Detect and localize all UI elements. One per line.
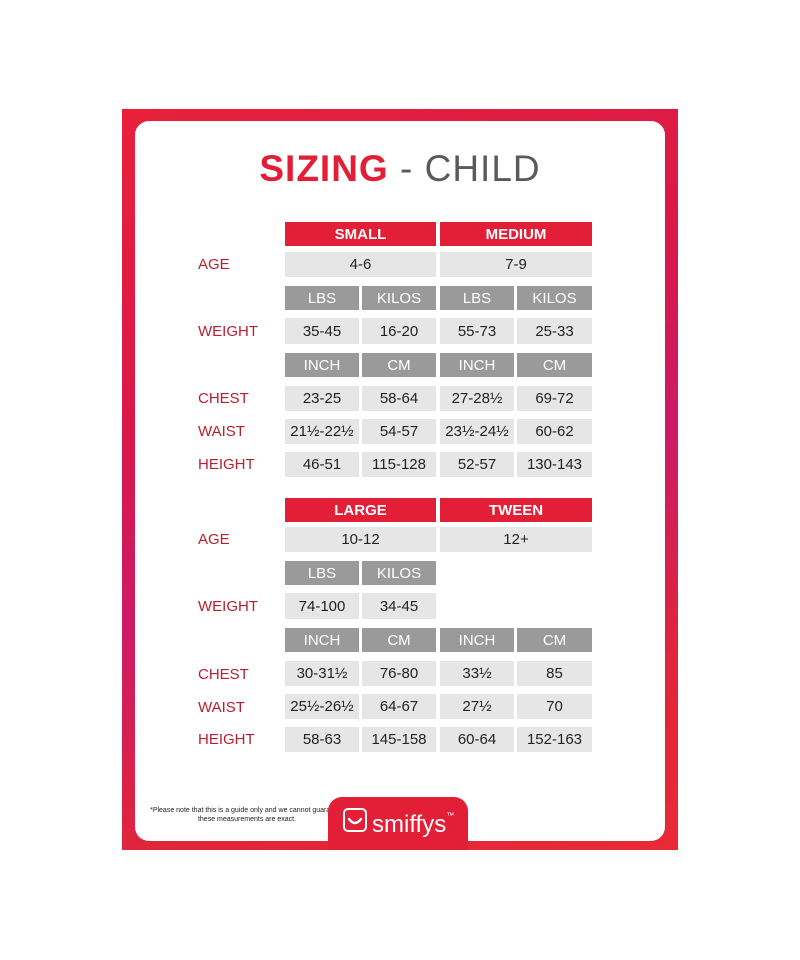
unit-header-inch: INCH (285, 628, 359, 652)
chest-cell: 23-25 (285, 386, 359, 411)
row-label-chest: CHEST (198, 666, 249, 683)
row-label-waist: WAIST (198, 699, 245, 716)
unit-header-inch: INCH (440, 628, 514, 652)
unit-header-inch: INCH (440, 353, 514, 377)
title-accent: SIZING (259, 148, 389, 189)
waist-cell: 27½ (440, 694, 514, 719)
weight-cell: 34-45 (362, 593, 436, 619)
height-cell: 60-64 (440, 727, 514, 752)
height-cell: 130-143 (517, 452, 592, 477)
chest-cell: 76-80 (362, 661, 436, 686)
unit-header-cm: CM (517, 628, 592, 652)
height-cell: 52-57 (440, 452, 514, 477)
title-rest: - CHILD (400, 148, 541, 189)
brand-logo-tab (328, 797, 468, 850)
smile-logo-icon (343, 808, 367, 832)
chest-cell: 30-31½ (285, 661, 359, 686)
chest-cell: 33½ (440, 661, 514, 686)
row-label-height: HEIGHT (198, 456, 255, 473)
weight-cell: 16-20 (362, 318, 436, 344)
size-header-tween: TWEEN (440, 498, 592, 522)
waist-cell: 25½-26½ (285, 694, 359, 719)
row-label-weight: WEIGHT (198, 323, 258, 340)
unit-header-lbs: LBS (285, 561, 359, 585)
chest-cell: 85 (517, 661, 592, 686)
chest-cell: 69-72 (517, 386, 592, 411)
height-cell: 115-128 (362, 452, 436, 477)
brand-logo-text: smiffys™ (372, 811, 454, 839)
waist-cell: 54-57 (362, 419, 436, 444)
chest-cell: 58-64 (362, 386, 436, 411)
unit-header-cm: CM (517, 353, 592, 377)
unit-header-kilos: KILOS (517, 286, 592, 310)
row-label-weight: WEIGHT (198, 598, 258, 615)
row-label-waist: WAIST (198, 423, 245, 440)
height-cell: 46-51 (285, 452, 359, 477)
height-cell: 58-63 (285, 727, 359, 752)
unit-header-kilos: KILOS (362, 286, 436, 310)
weight-cell: 74-100 (285, 593, 359, 619)
weight-cell: 25-33 (517, 318, 592, 344)
unit-header-lbs: LBS (285, 286, 359, 310)
row-label-chest: CHEST (198, 390, 249, 407)
unit-header-inch: INCH (285, 353, 359, 377)
page-title: SIZING - CHILD (135, 148, 665, 190)
height-cell: 145-158 (362, 727, 436, 752)
brand-name: smiffys (372, 811, 447, 838)
size-header-large: LARGE (285, 498, 436, 522)
unit-header-cm: CM (362, 353, 436, 377)
age-large: 10-12 (285, 527, 436, 552)
waist-cell: 70 (517, 694, 592, 719)
age-tween: 12+ (440, 527, 592, 552)
row-label-age: AGE (198, 256, 230, 273)
row-label-age: AGE (198, 531, 230, 548)
disclaimer-note: *Please note that this is a guide only a… (150, 807, 344, 823)
size-header-small: SMALL (285, 222, 436, 246)
height-cell: 152-163 (517, 727, 592, 752)
size-header-medium: MEDIUM (440, 222, 592, 246)
waist-cell: 60-62 (517, 419, 592, 444)
waist-cell: 21½-22½ (285, 419, 359, 444)
weight-cell: 35-45 (285, 318, 359, 344)
chest-cell: 27-28½ (440, 386, 514, 411)
waist-cell: 23½-24½ (440, 419, 514, 444)
unit-header-lbs: LBS (440, 286, 514, 310)
age-small: 4-6 (285, 252, 436, 277)
age-medium: 7-9 (440, 252, 592, 277)
unit-header-cm: CM (362, 628, 436, 652)
unit-header-kilos: KILOS (362, 561, 436, 585)
weight-cell: 55-73 (440, 318, 514, 344)
waist-cell: 64-67 (362, 694, 436, 719)
row-label-height: HEIGHT (198, 731, 255, 748)
trademark-mark: ™ (446, 811, 455, 820)
